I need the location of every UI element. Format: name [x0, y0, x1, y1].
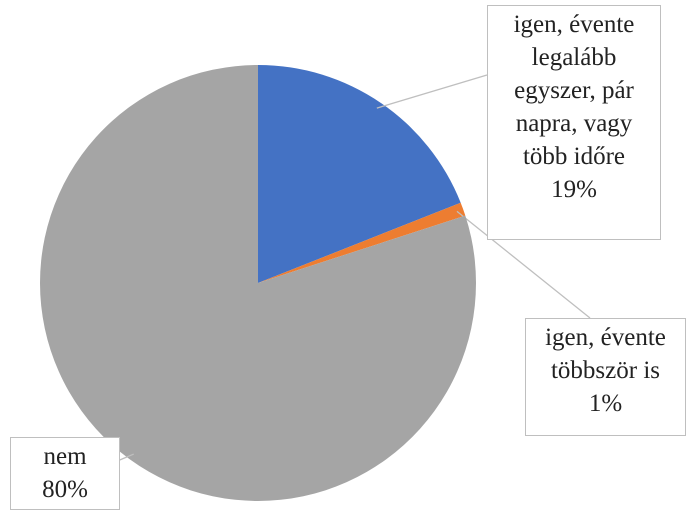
label-value: 19%: [551, 176, 597, 203]
data-label: igen, évente legalább egyszer, pár napra…: [487, 5, 661, 240]
label-name: igen, évente legalább egyszer, pár napra…: [513, 11, 635, 170]
pie-slice: [39, 65, 476, 502]
data-label: nem 80%: [10, 437, 120, 510]
leader-line: [456, 210, 591, 319]
label-name: igen, évente többször is: [545, 324, 666, 384]
label-name: nem: [43, 443, 87, 470]
leader-line: [376, 74, 488, 109]
data-label: igen, évente többször is 1%: [525, 318, 686, 436]
label-value: 1%: [588, 390, 623, 417]
label-value: 80%: [42, 476, 88, 503]
pie-slice: [258, 202, 466, 283]
pie-slice: [258, 65, 461, 283]
